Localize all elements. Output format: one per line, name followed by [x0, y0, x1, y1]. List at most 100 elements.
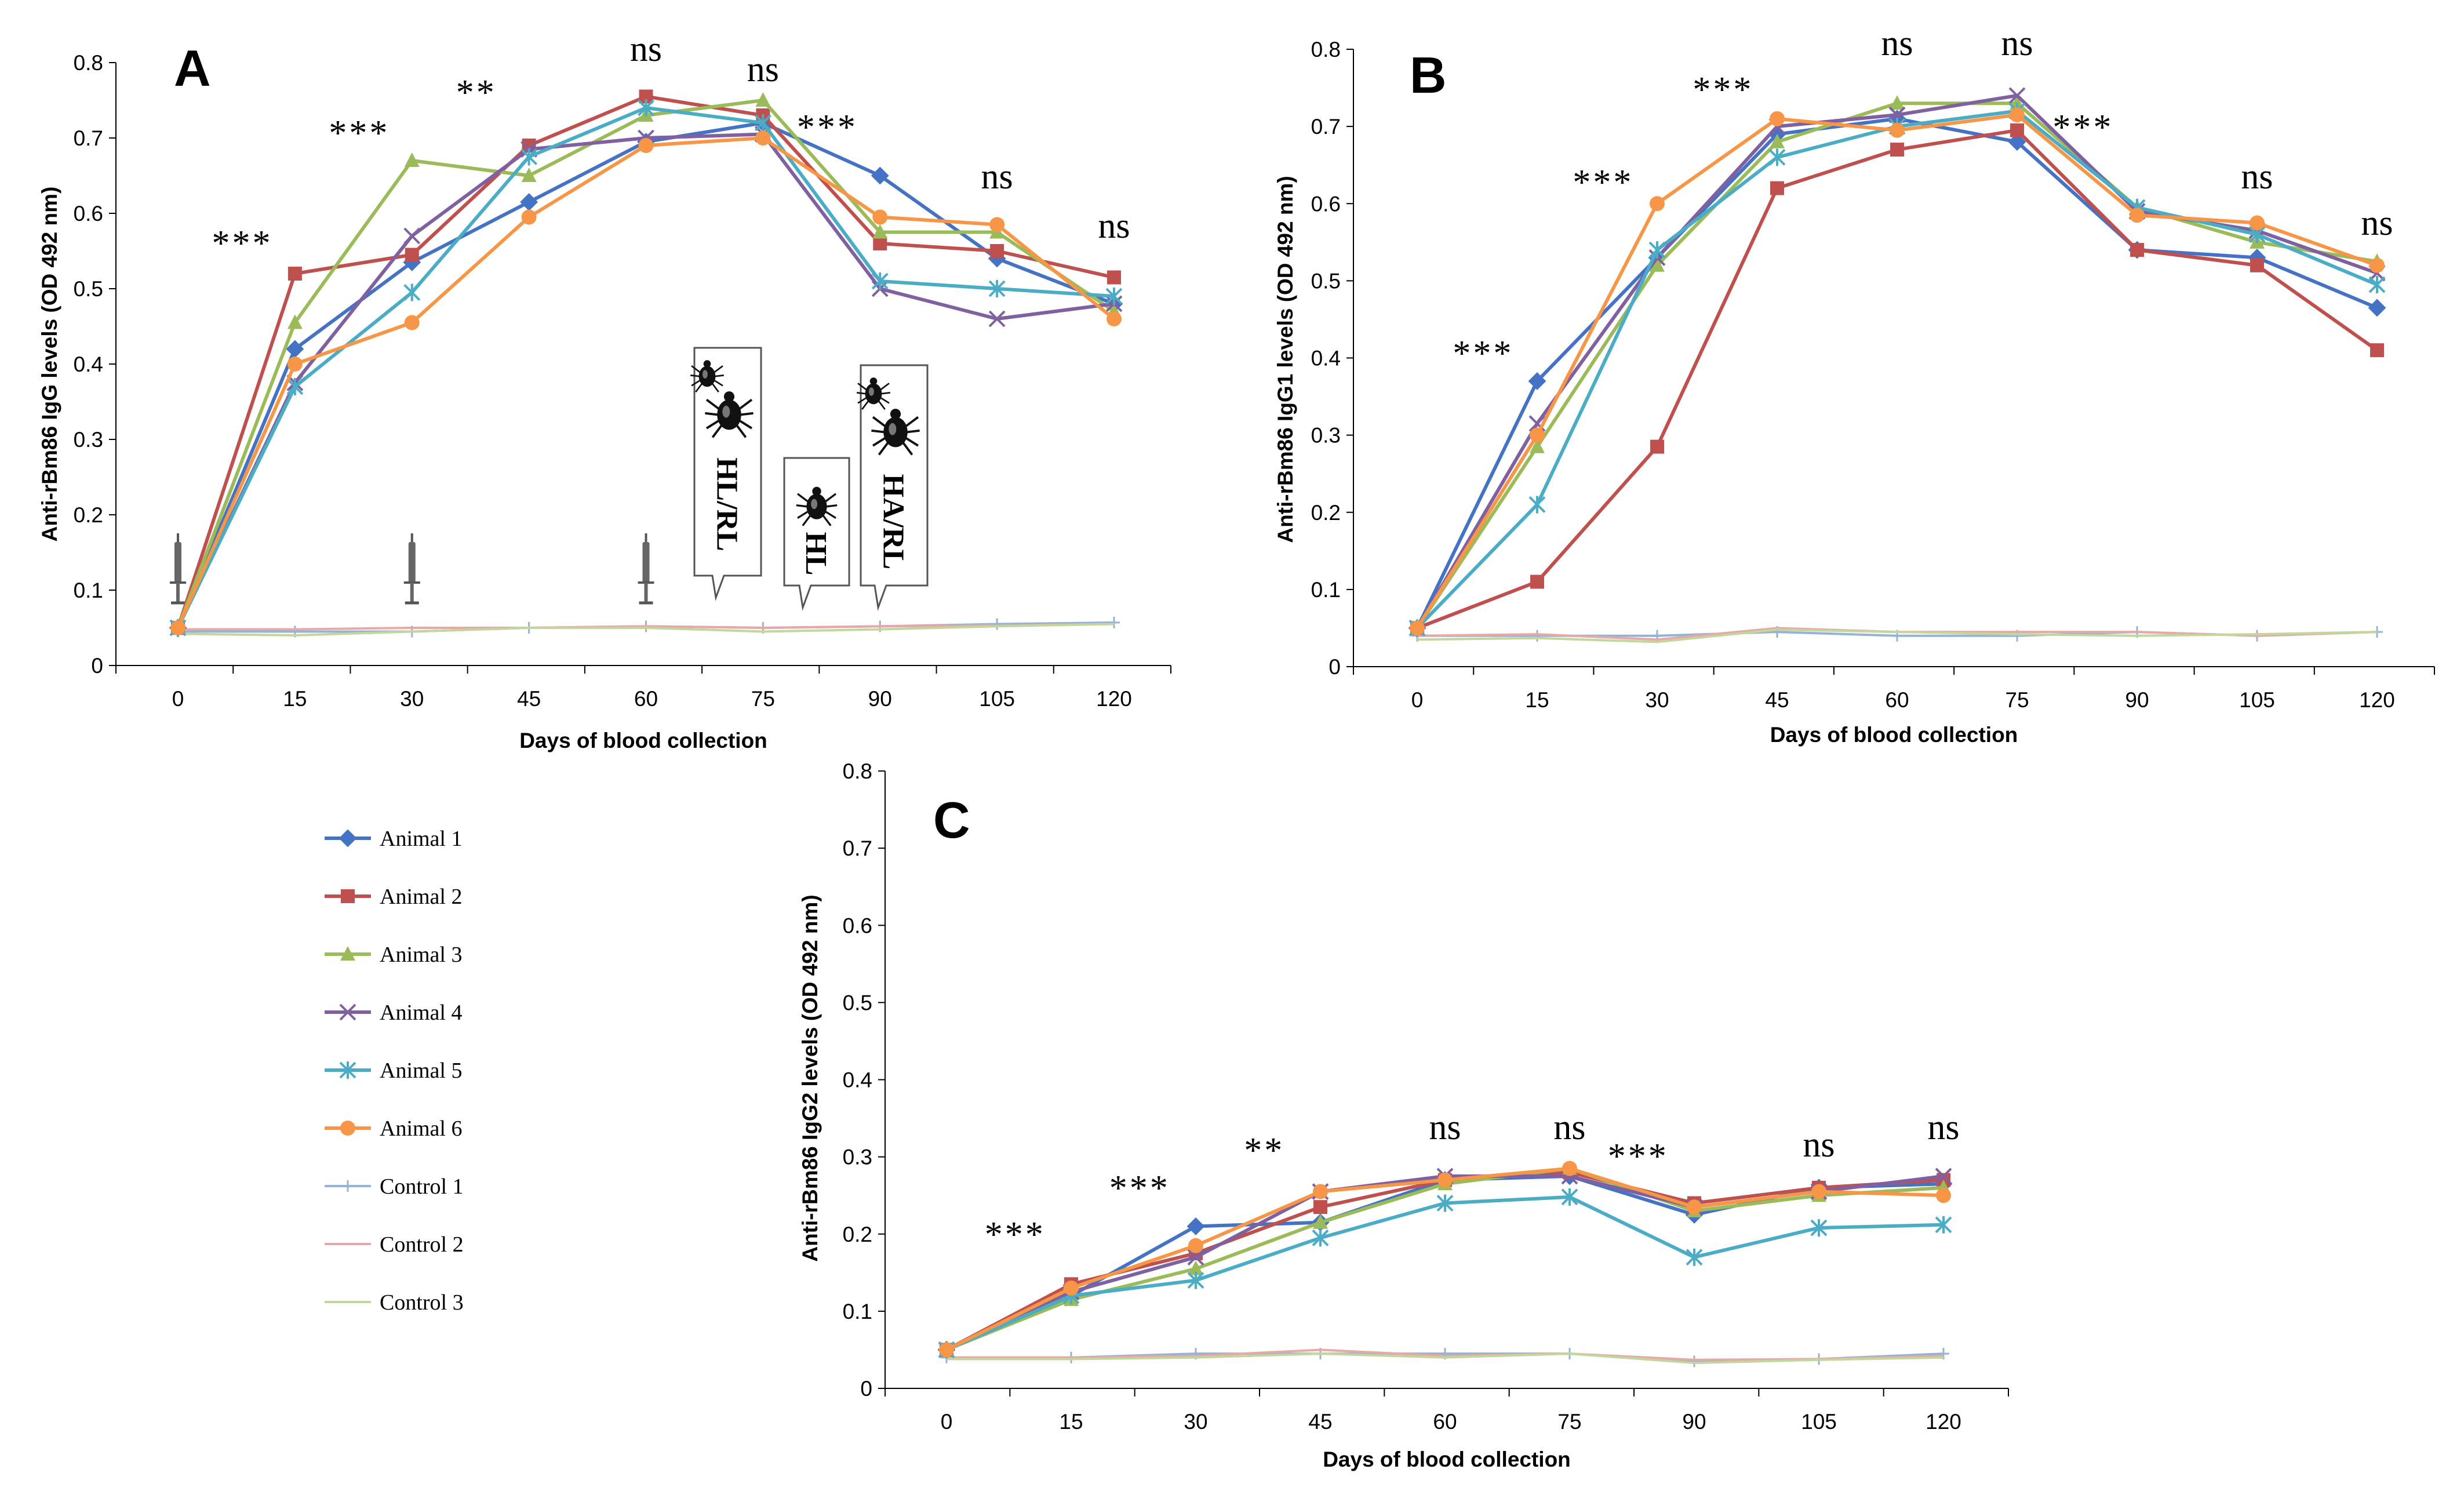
legend-label: Animal 6 [380, 1117, 462, 1141]
y-tick-label: 0.1 [843, 1300, 872, 1323]
panel-c-axes: 0 0.1 0.2 0.3 0.4 0.5 0.6 0.7 0.8 0 15 30 45 60 75 90 10… [843, 759, 2009, 1434]
x-tick-label: 30 [1184, 1410, 1207, 1434]
panel-c-label: C [933, 791, 970, 849]
y-tick-label: 0.5 [74, 277, 103, 301]
legend-label: Animal 4 [380, 1001, 462, 1025]
data-point-animal-5 [754, 114, 771, 132]
legend-entry-control-1: Control 1 [325, 1174, 464, 1199]
y-tick-label: 0.1 [74, 579, 103, 602]
x-tick-label: 90 [1682, 1410, 1706, 1434]
legend-entry-animal-2: Animal 2 [325, 885, 462, 909]
y-tick-label: 0.8 [74, 51, 103, 75]
y-tick-label: 0.8 [1311, 38, 1341, 61]
significance-label: ** [1244, 1131, 1284, 1170]
panel-c-y-axis-title: Anti-rBm86 IgG2 levels (OD 492 nm) [798, 894, 822, 1261]
y-tick-label: 0.6 [74, 202, 103, 226]
syringe-icon [638, 533, 654, 605]
panel-c-chart: C Anti-rBm86 IgG2 levels (OD 492 nm) Day… [798, 759, 2009, 1471]
tick-legs [796, 493, 838, 526]
y-tick-label: 0.3 [1311, 424, 1341, 448]
data-point-animal-6 [989, 217, 1005, 232]
x-tick-label: 120 [2359, 688, 2395, 712]
significance-label: ns [1927, 1108, 1959, 1147]
data-point-animal-6 [872, 209, 888, 225]
data-point-animal-5 [1105, 288, 1123, 305]
data-point-animal-3 [755, 92, 771, 107]
significance-label: *** [1109, 1169, 1170, 1208]
data-point-control-1 [1108, 616, 1120, 628]
data-point-animal-2 [990, 244, 1004, 258]
data-point-animal-5 [521, 148, 538, 166]
tick-icon [690, 360, 724, 393]
data-point-animal-6 [2250, 215, 2265, 231]
data-point-animal-1 [2008, 133, 2026, 151]
x-tick-label: 105 [2239, 688, 2275, 712]
significance-label: *** [1453, 334, 1513, 373]
series-line-control-2 [947, 1348, 1944, 1361]
y-tick-label: 0.6 [843, 914, 872, 937]
panel-b-chart: B Anti-rBm86 IgG1 levels (OD 492 nm) Day… [1273, 24, 2435, 747]
tick-legs [871, 416, 920, 456]
data-point-animal-2 [1530, 574, 1544, 589]
data-point-animal-6 [2370, 257, 2385, 273]
syringe-barrel [174, 542, 181, 583]
tick-callout: HA/RL [857, 364, 929, 611]
data-point-animal-3 [1770, 133, 1785, 148]
y-tick-label: 0.6 [1311, 192, 1341, 216]
data-point-animal-6 [170, 620, 185, 635]
panel-b-y-axis-title: Anti-rBm86 IgG1 levels (OD 492 nm) [1273, 176, 1297, 543]
series-line-control-3 [177, 623, 1115, 637]
legend-label: Control 2 [380, 1232, 464, 1257]
legend-label: Animal 3 [380, 943, 462, 967]
data-point-animal-6 [1936, 1188, 1951, 1203]
series-line-control-3 [1417, 628, 2378, 643]
legend-marker [340, 946, 355, 961]
x-tick-label: 75 [2005, 688, 2029, 712]
data-point-animal-6 [1770, 111, 1785, 126]
y-tick-label: 0.7 [74, 126, 103, 150]
syringe-icon [403, 533, 420, 605]
data-point-animal-6 [1562, 1161, 1577, 1176]
data-point-animal-5 [1768, 148, 1786, 166]
legend-entry-animal-1: Animal 1 [325, 827, 462, 851]
data-point-animal-5 [871, 272, 889, 290]
data-point-animal-2 [2250, 258, 2264, 272]
y-tick-label: 0 [91, 654, 103, 678]
x-tick-label: 120 [1926, 1410, 1961, 1434]
series-line-control-2 [178, 623, 1115, 631]
data-point-animal-3 [1890, 95, 1905, 110]
significance-label: ns [2001, 24, 2033, 63]
data-point-animal-6 [1811, 1184, 1826, 1199]
panel-a-annotations: HL/RL HL HA/RL [170, 347, 929, 611]
significance-label: *** [797, 108, 858, 147]
y-tick-label: 0.7 [1311, 115, 1341, 139]
data-point-animal-3 [1313, 1214, 1328, 1229]
chart-legend: Animal 1 Animal 2 Animal 3 Animal 4 Animal 5… [325, 827, 464, 1315]
data-point-animal-2 [1890, 143, 1904, 157]
data-point-animal-6 [1890, 122, 1905, 138]
data-point-animal-6 [1313, 1184, 1328, 1199]
y-tick-label: 0.2 [1311, 501, 1341, 525]
data-point-animal-6 [1437, 1172, 1453, 1188]
callout-box [693, 347, 762, 601]
data-point-animal-5 [638, 99, 654, 117]
panel-a-axes: 0 0.1 0.2 0.3 0.4 0.5 0.6 0.7 0.8 0 15 30 45 60 75 90 10… [74, 51, 1171, 711]
data-point-animal-2 [1313, 1200, 1327, 1214]
data-point-animal-5 [1436, 1194, 1454, 1212]
tick-legs [690, 365, 724, 393]
data-point-animal-3 [1530, 438, 1545, 453]
data-point-animal-6 [1188, 1238, 1203, 1253]
data-point-animal-6 [755, 130, 771, 146]
x-tick-label: 30 [400, 687, 424, 711]
callout-label: HA/RL [877, 474, 910, 570]
data-point-animal-6 [939, 1342, 954, 1358]
data-point-animal-5 [1810, 1219, 1828, 1237]
data-point-animal-4 [2008, 87, 2026, 104]
tick-highlight [811, 499, 818, 510]
significance-label: ns [2361, 203, 2393, 243]
significance-label: ns [1429, 1108, 1461, 1147]
x-tick-label: 60 [1433, 1410, 1457, 1434]
y-tick-label: 0.8 [843, 759, 872, 783]
y-tick-label: 0.5 [1311, 269, 1341, 293]
panel-c-series [937, 1160, 1953, 1368]
